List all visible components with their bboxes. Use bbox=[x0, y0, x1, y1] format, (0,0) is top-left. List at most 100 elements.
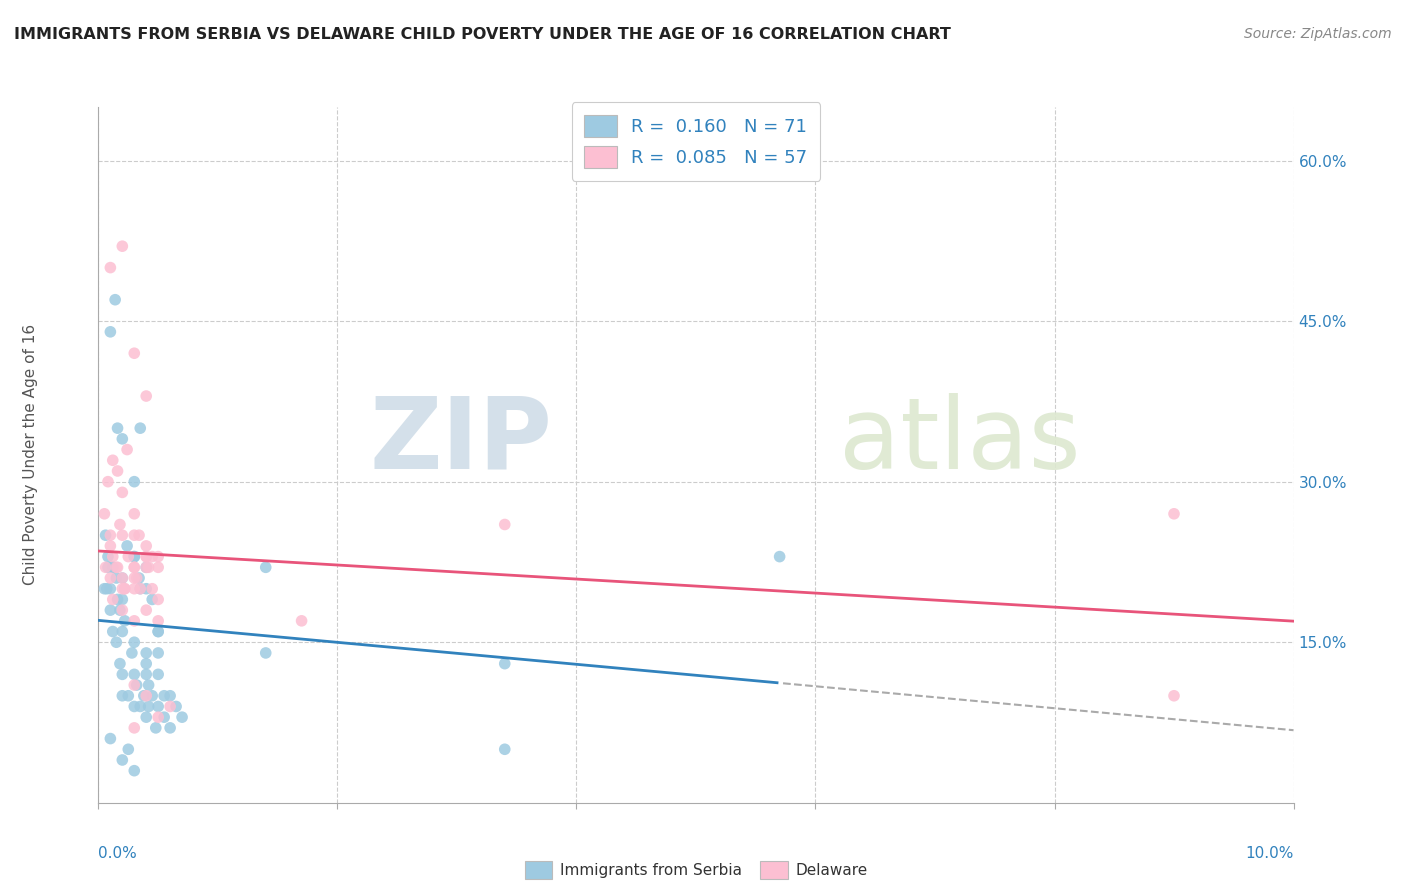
Point bbox=[148, 560, 170, 574]
Point bbox=[135, 389, 157, 403]
Point bbox=[96, 582, 118, 596]
Point bbox=[148, 699, 170, 714]
Point bbox=[98, 260, 122, 275]
Point bbox=[124, 699, 146, 714]
Point bbox=[124, 571, 146, 585]
Point bbox=[101, 624, 124, 639]
Point bbox=[124, 560, 146, 574]
Point bbox=[111, 432, 134, 446]
Point bbox=[124, 549, 146, 564]
Text: 0.0%: 0.0% bbox=[98, 846, 138, 861]
Point bbox=[124, 764, 146, 778]
Point bbox=[494, 657, 516, 671]
Point bbox=[135, 560, 157, 574]
Point bbox=[129, 582, 152, 596]
Point bbox=[111, 528, 134, 542]
Point bbox=[107, 464, 129, 478]
Point bbox=[111, 603, 134, 617]
Point bbox=[93, 507, 115, 521]
Point bbox=[98, 582, 122, 596]
Point bbox=[114, 582, 136, 596]
Point bbox=[124, 667, 146, 681]
Point bbox=[138, 560, 160, 574]
Point bbox=[141, 689, 163, 703]
Point bbox=[98, 325, 122, 339]
Point bbox=[135, 689, 157, 703]
Legend: Immigrants from Serbia, Delaware: Immigrants from Serbia, Delaware bbox=[519, 855, 873, 886]
Point bbox=[97, 560, 120, 574]
Point bbox=[101, 549, 124, 564]
Point bbox=[148, 614, 170, 628]
Point bbox=[138, 699, 160, 714]
Point bbox=[124, 507, 146, 521]
Point bbox=[124, 549, 146, 564]
Point bbox=[159, 699, 181, 714]
Point bbox=[494, 517, 516, 532]
Point bbox=[97, 549, 120, 564]
Point bbox=[125, 571, 148, 585]
Point bbox=[98, 603, 122, 617]
Text: Child Poverty Under the Age of 16: Child Poverty Under the Age of 16 bbox=[24, 325, 38, 585]
Point bbox=[124, 346, 146, 360]
Point bbox=[124, 528, 146, 542]
Point bbox=[107, 592, 129, 607]
Text: atlas: atlas bbox=[839, 392, 1081, 490]
Point bbox=[101, 453, 124, 467]
Point bbox=[111, 624, 134, 639]
Point bbox=[115, 539, 138, 553]
Point bbox=[135, 667, 157, 681]
Point bbox=[141, 549, 163, 564]
Text: 10.0%: 10.0% bbox=[1246, 846, 1294, 861]
Point bbox=[1163, 689, 1185, 703]
Point bbox=[104, 293, 127, 307]
Point bbox=[111, 753, 134, 767]
Point bbox=[148, 624, 170, 639]
Point bbox=[101, 560, 124, 574]
Point bbox=[153, 710, 176, 724]
Point bbox=[111, 571, 134, 585]
Point bbox=[111, 571, 134, 585]
Point bbox=[148, 549, 170, 564]
Point bbox=[124, 635, 146, 649]
Point bbox=[105, 560, 128, 574]
Point bbox=[129, 699, 152, 714]
Point bbox=[159, 721, 181, 735]
Point bbox=[159, 689, 181, 703]
Point bbox=[138, 678, 160, 692]
Point bbox=[108, 603, 131, 617]
Text: IMMIGRANTS FROM SERBIA VS DELAWARE CHILD POVERTY UNDER THE AGE OF 16 CORRELATION: IMMIGRANTS FROM SERBIA VS DELAWARE CHILD… bbox=[14, 27, 950, 42]
Point bbox=[115, 442, 138, 457]
Point bbox=[135, 539, 157, 553]
Point bbox=[254, 646, 277, 660]
Point bbox=[94, 528, 117, 542]
Point bbox=[128, 571, 150, 585]
Point bbox=[129, 421, 152, 435]
Point bbox=[129, 582, 152, 596]
Point bbox=[135, 710, 157, 724]
Point bbox=[98, 571, 122, 585]
Point bbox=[101, 560, 124, 574]
Point bbox=[94, 560, 117, 574]
Point bbox=[117, 549, 139, 564]
Point bbox=[1163, 507, 1185, 521]
Point bbox=[111, 592, 134, 607]
Point bbox=[125, 678, 148, 692]
Point bbox=[93, 582, 115, 596]
Point bbox=[135, 657, 157, 671]
Point bbox=[111, 582, 134, 596]
Point bbox=[145, 721, 167, 735]
Point bbox=[97, 475, 120, 489]
Point bbox=[114, 582, 136, 596]
Point bbox=[124, 721, 146, 735]
Point bbox=[105, 571, 128, 585]
Point bbox=[153, 689, 176, 703]
Point bbox=[148, 667, 170, 681]
Point bbox=[98, 731, 122, 746]
Point bbox=[108, 517, 131, 532]
Point bbox=[128, 528, 150, 542]
Point bbox=[165, 699, 187, 714]
Point bbox=[254, 560, 277, 574]
Point bbox=[111, 239, 134, 253]
Point bbox=[148, 592, 170, 607]
Point bbox=[148, 624, 170, 639]
